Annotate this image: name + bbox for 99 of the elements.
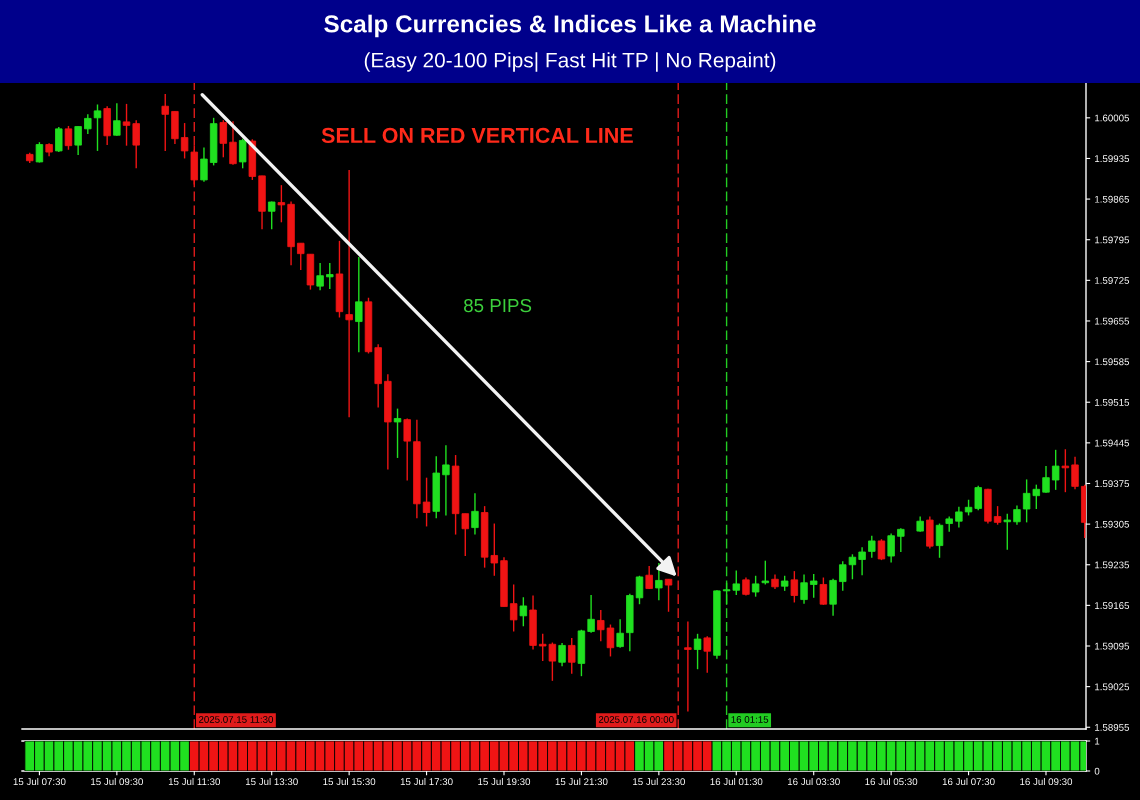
y-tick-label: 1.59375 [1095, 480, 1130, 488]
candlestick [684, 620, 692, 713]
candlestick [161, 93, 169, 152]
y-tick-label: 1.59795 [1095, 236, 1130, 244]
ref-line-label: 2025.07.16 00:00 [598, 716, 674, 723]
candlestick [1071, 456, 1079, 490]
x-tick-label: 15 Jul 15:30 [323, 777, 376, 786]
x-tick-label: 16 Jul 05:30 [865, 777, 918, 786]
candlestick [471, 492, 479, 536]
candlestick [887, 532, 895, 564]
candlestick [655, 562, 663, 601]
candlestick [316, 262, 324, 291]
candlestick [819, 576, 828, 606]
candlestick [74, 125, 82, 156]
x-tick-label: 15 Jul 23:30 [633, 777, 685, 786]
candlestick [509, 583, 518, 633]
candlestick [268, 200, 276, 230]
candlestick [790, 570, 799, 604]
candlestick [568, 637, 576, 675]
x-tick-label: 16 Jul 07:30 [942, 777, 995, 786]
x-tick-label: 16 Jul 03:30 [787, 777, 840, 786]
candlestick [84, 113, 92, 135]
y-tick-label: 1.59935 [1095, 155, 1130, 163]
candlestick [55, 126, 63, 153]
x-tick-label: 15 Jul 09:30 [91, 777, 143, 786]
y-tick-label: 1.59095 [1095, 642, 1130, 650]
candlestick [519, 596, 528, 627]
ref-line-label: 2025.07.15 11:30 [198, 716, 274, 723]
y-tick-label: 0 [1094, 767, 1100, 775]
y-tick-label: 1.59725 [1095, 277, 1130, 284]
x-tick-label: 16 Jul 09:30 [1020, 777, 1073, 786]
candlestick [326, 262, 334, 290]
candlestick [442, 444, 450, 517]
candlestick [122, 103, 131, 147]
candlestick [858, 546, 866, 576]
candlestick [277, 184, 286, 223]
candlestick [829, 577, 837, 617]
candlestick [113, 102, 121, 137]
annotation: SELL ON RED VERTICAL LINE [321, 127, 633, 144]
y-tick-label: 1.59235 [1095, 561, 1130, 569]
candlestick [229, 120, 237, 166]
candlestick [868, 535, 876, 559]
x-tick-label: 15 Jul 07:30 [13, 777, 66, 786]
candlestick [238, 138, 247, 170]
candlestick [800, 573, 808, 605]
ref-line-label: 16 01:15 [731, 716, 769, 723]
candlestick [1003, 512, 1011, 551]
candlestick [345, 169, 353, 419]
candlestick [810, 573, 818, 599]
y-tick-label: 1.59515 [1095, 398, 1130, 406]
y-tick-label: 1.59025 [1095, 683, 1130, 691]
candlestick [955, 506, 963, 529]
candlestick [587, 594, 595, 634]
candlestick [355, 256, 363, 354]
chart-subtitle: (Easy 20-100 Pips| Fast Hit TP | No Repaint) [364, 52, 776, 72]
y-tick-label: 1 [1095, 737, 1100, 745]
candlestick [422, 476, 431, 528]
y-tick-label: 1.59305 [1095, 520, 1130, 528]
candlestick [635, 575, 644, 605]
candlestick [897, 527, 905, 553]
y-tick-label: 1.59445 [1095, 439, 1130, 447]
candlestick [761, 559, 770, 586]
candlestick [64, 125, 73, 151]
x-tick-label: 16 Jul 01:30 [710, 777, 763, 786]
y-tick-label: 1.59655 [1095, 317, 1130, 325]
candlestick [606, 623, 615, 658]
candlestick [132, 119, 140, 170]
y-tick-label: 1.59165 [1095, 602, 1130, 609]
candlestick [935, 522, 944, 559]
candlestick [1013, 504, 1021, 526]
candlestick [93, 103, 102, 152]
y-tick-label: 1.59585 [1095, 358, 1130, 366]
candlestick [993, 505, 1002, 526]
x-tick-label: 15 Jul 11:30 [168, 777, 221, 786]
candlestick [597, 609, 605, 643]
candlestick [393, 407, 402, 459]
x-tick-label: 15 Jul 19:30 [478, 777, 531, 786]
candlestick [703, 635, 711, 674]
candlestick [693, 633, 702, 670]
candlestick [403, 417, 411, 482]
candlestick [558, 642, 566, 668]
candlestick [616, 618, 624, 649]
x-tick-label: 15 Jul 21:30 [555, 777, 608, 786]
chart-title: Scalp Currencies & Indices Like a Machine [324, 14, 816, 38]
y-tick-label: 1.59865 [1095, 195, 1130, 203]
candlestick [297, 242, 305, 271]
y-tick-label: 1.58955 [1095, 723, 1130, 731]
candlestick [664, 578, 673, 613]
x-tick-label: 15 Jul 17:30 [400, 777, 453, 786]
candlestick [1051, 449, 1060, 491]
candlestick [1061, 448, 1070, 493]
candlestick [35, 141, 44, 164]
candlestick [751, 575, 760, 598]
annotation: 85 PIPS [464, 298, 532, 313]
candlestick [219, 119, 228, 158]
candlestick [1042, 465, 1050, 494]
y-tick-label: 1.60005 [1095, 114, 1130, 122]
x-tick-label: 15 Jul 13:30 [245, 777, 298, 786]
candlestick [200, 146, 208, 183]
